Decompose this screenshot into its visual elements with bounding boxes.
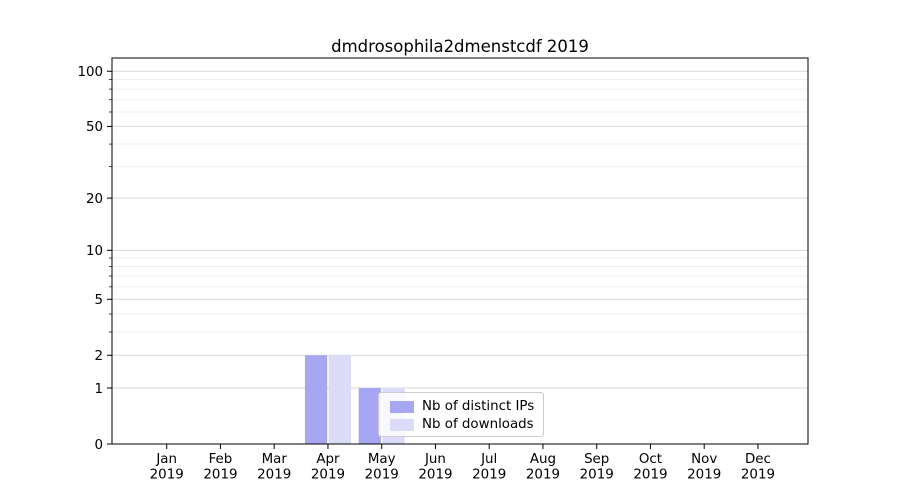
y-tick-label: 20 — [86, 192, 103, 207]
y-tick-label: 50 — [86, 120, 103, 135]
x-tick-label: Oct 2019 — [633, 452, 667, 483]
x-tick-label: May 2019 — [365, 452, 399, 483]
bar-distinct-ips-may — [358, 388, 381, 444]
legend-label-distinct-ips: Nb of distinct IPs — [422, 399, 535, 414]
legend-swatch-downloads — [390, 419, 414, 431]
y-tick-label: 1 — [94, 382, 103, 397]
x-tick-label: Aug 2019 — [526, 452, 560, 483]
legend-item-distinct-ips: Nb of distinct IPs — [390, 398, 543, 416]
x-tick-label: Dec 2019 — [741, 452, 775, 483]
legend: Nb of distinct IPs Nb of downloads — [378, 392, 544, 437]
y-tick-label: 10 — [86, 244, 103, 259]
x-tick-label: Nov 2019 — [687, 452, 721, 483]
y-tick-label: 100 — [77, 65, 103, 80]
legend-swatch-distinct-ips — [390, 401, 414, 413]
y-tick-label: 5 — [94, 293, 103, 308]
legend-label-downloads: Nb of downloads — [422, 417, 534, 432]
x-tick-label: Jan 2019 — [150, 452, 184, 483]
x-tick-label: Apr 2019 — [311, 452, 345, 483]
x-tick-label: Feb 2019 — [203, 452, 237, 483]
bar-downloads-apr — [328, 355, 351, 444]
y-tick-label: 2 — [94, 349, 103, 364]
bar-distinct-ips-apr — [304, 355, 328, 444]
x-tick-label: Jun 2019 — [418, 452, 452, 483]
plot-border — [111, 57, 809, 445]
legend-item-downloads: Nb of downloads — [390, 416, 543, 434]
chart-title: dmdrosophila2dmenstcdf 2019 — [331, 37, 589, 56]
x-tick-label: Mar 2019 — [257, 452, 291, 483]
x-tick-label: Sep 2019 — [580, 452, 614, 483]
y-tick-label: 0 — [94, 438, 103, 453]
x-tick-label: Jul 2019 — [472, 452, 506, 483]
